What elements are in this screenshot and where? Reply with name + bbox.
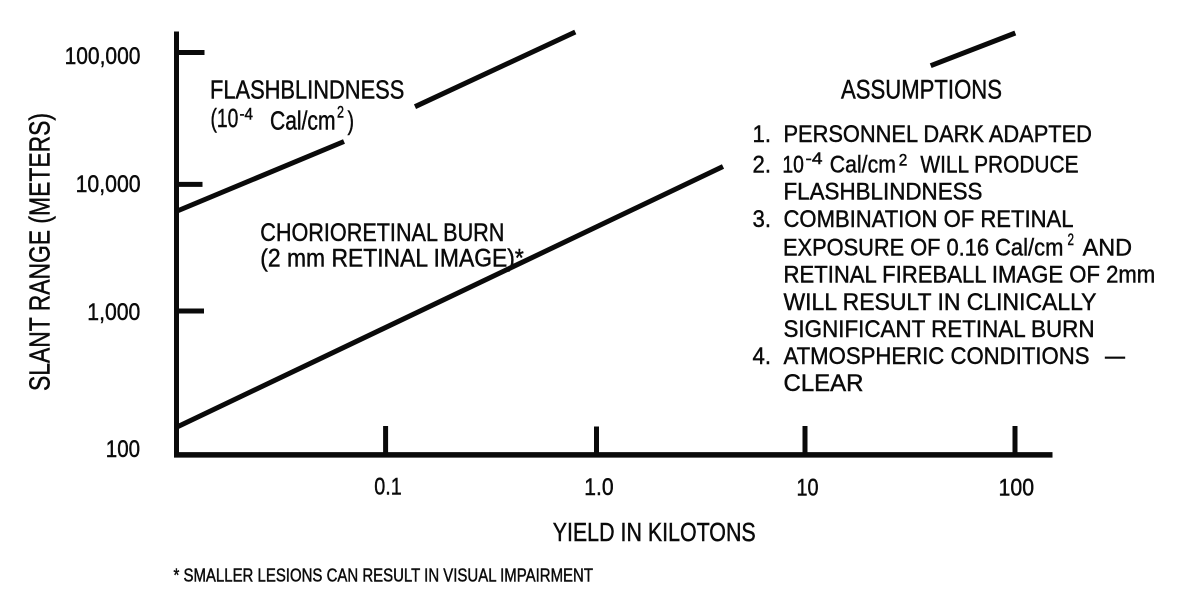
svg-text:ASSUMPTIONS: ASSUMPTIONS (841, 74, 1002, 104)
svg-text:Cal/cm: Cal/cm (995, 235, 1063, 262)
svg-text:100,000: 100,000 (65, 43, 141, 70)
svg-text:COMBINATION OF RETINAL: COMBINATION OF RETINAL (784, 206, 1074, 233)
svg-text:10,000: 10,000 (76, 171, 141, 198)
svg-text:2: 2 (1068, 230, 1075, 249)
svg-text:(10: (10 (211, 105, 239, 133)
svg-text:100: 100 (999, 475, 1035, 502)
svg-text:10: 10 (797, 475, 819, 502)
svg-text:10: 10 (782, 151, 804, 178)
svg-text:100: 100 (106, 436, 140, 463)
svg-text:YIELD IN KILOTONS: YIELD IN KILOTONS (553, 519, 756, 547)
svg-text:-4: -4 (806, 149, 823, 168)
svg-text:1.: 1. (753, 121, 772, 148)
svg-text:EXPOSURE OF 0.16: EXPOSURE OF 0.16 (783, 235, 989, 262)
svg-text:SIGNIFICANT RETINAL BURN: SIGNIFICANT RETINAL BURN (784, 316, 1095, 343)
svg-text:2.: 2. (753, 151, 772, 178)
svg-text:4.: 4. (753, 343, 772, 370)
svg-text:Cal/cm: Cal/cm (830, 151, 896, 178)
svg-text:RETINAL FIREBALL IMAGE OF 2mm: RETINAL FIREBALL IMAGE OF 2mm (784, 262, 1156, 289)
svg-text:* SMALLER LESIONS CAN RESULT I: * SMALLER LESIONS CAN RESULT IN VISUAL I… (174, 565, 594, 586)
svg-text:1.0: 1.0 (584, 474, 613, 501)
svg-text:—: — (1105, 343, 1125, 370)
svg-text:WILL PRODUCE: WILL PRODUCE (920, 151, 1078, 178)
svg-text:Cal/cm: Cal/cm (270, 108, 336, 136)
svg-text:ATMOSPHERIC CONDITIONS: ATMOSPHERIC CONDITIONS (784, 343, 1090, 370)
svg-text:3.: 3. (753, 206, 772, 233)
svg-text:2: 2 (899, 150, 908, 169)
svg-text:FLASHBLINDNESS: FLASHBLINDNESS (784, 178, 983, 205)
svg-text:PERSONNEL DARK ADAPTED: PERSONNEL DARK ADAPTED (784, 121, 1092, 148)
svg-text:CHORIORETINAL BURN: CHORIORETINAL BURN (260, 219, 504, 247)
svg-text:FLASHBLINDNESS: FLASHBLINDNESS (210, 77, 404, 105)
svg-text:0.1: 0.1 (374, 474, 402, 501)
svg-text:AND: AND (1083, 235, 1132, 262)
svg-text:-4: -4 (240, 105, 254, 124)
svg-text:(2 mm RETINAL IMAGE)*: (2 mm RETINAL IMAGE)* (260, 245, 524, 273)
svg-text:2: 2 (337, 103, 344, 122)
svg-text:SLANT RANGE (METERS): SLANT RANGE (METERS) (24, 113, 56, 391)
svg-text:CLEAR: CLEAR (784, 370, 864, 397)
svg-text:): ) (348, 108, 355, 136)
svg-text:WILL RESULT IN CLINICALLY: WILL RESULT IN CLINICALLY (784, 289, 1097, 316)
svg-text:1,000: 1,000 (87, 299, 140, 326)
